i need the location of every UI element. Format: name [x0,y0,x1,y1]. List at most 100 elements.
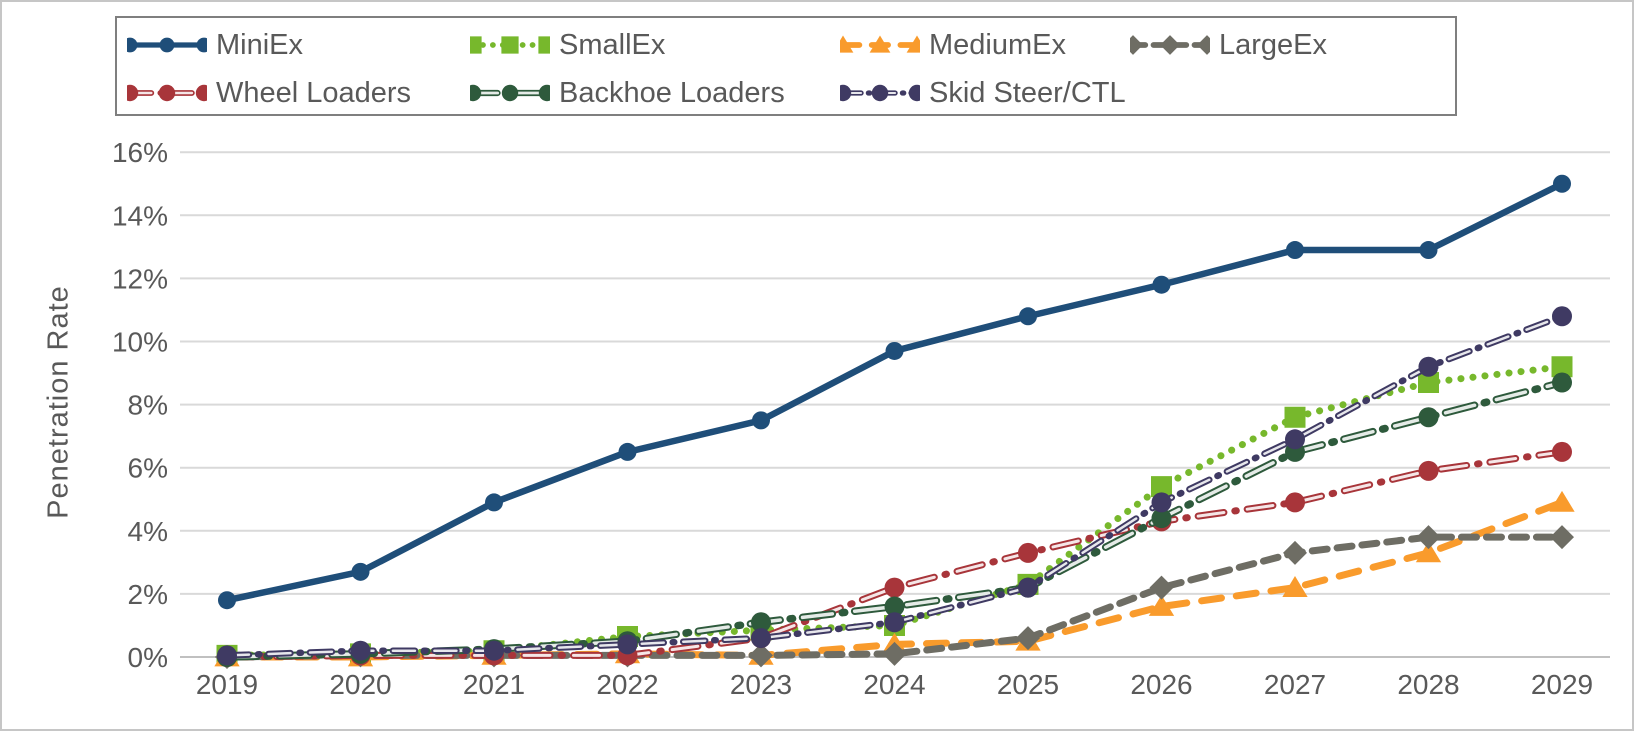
series-marker [884,577,905,598]
y-tick-label: 4% [128,516,168,547]
series-marker [1019,307,1037,326]
series-marker [884,612,905,633]
series-marker [196,37,207,53]
x-tick-label: 2026 [1130,669,1192,700]
series-marker [127,37,138,53]
series-marker [501,84,519,102]
series-marker [885,341,904,360]
x-tick-label: 2024 [863,669,925,700]
series-marker [1552,441,1572,462]
series-marker [906,35,920,53]
series-marker [1018,577,1038,598]
series-marker [1418,372,1439,394]
y-axis-title: Penetration Rate [42,285,75,519]
series-marker [749,643,773,668]
legend-swatch [470,36,550,54]
y-tick-label: 16% [112,137,168,168]
y-tick-label: 14% [112,200,168,231]
series-marker [840,84,852,102]
legend-label: Skid Steer/CTL [929,76,1126,109]
series-marker [217,645,237,666]
x-tick-label: 2019 [196,669,258,700]
series-marker [1550,525,1574,550]
legend-label: MiniEx [216,28,304,61]
y-tick-label: 8% [128,390,168,421]
legend-label: SmallEx [559,28,666,61]
series-marker [1284,406,1306,428]
x-tick-label: 2022 [596,669,658,700]
chart-legend: MiniEx SmallEx MediumEx LargeEx Wheel Loader… [115,16,1457,116]
series-marker [350,640,371,661]
series-marker [1283,540,1307,565]
legend-item-smallex: SmallEx [470,26,665,64]
series-line-miniex [226,180,1564,604]
series-marker [1552,372,1572,393]
series-marker [1285,429,1305,450]
legend-label: Wheel Loaders [216,76,412,109]
series-marker [1415,541,1442,563]
series-marker [1016,626,1040,651]
legend-item-backhoe-loaders: Backhoe Loaders [470,74,785,112]
series-marker [470,84,482,102]
series-marker [1130,35,1143,55]
series-marker [1149,575,1174,600]
series-marker [159,37,175,53]
series-marker [501,36,519,54]
series-marker [485,493,503,512]
series-marker [538,84,550,102]
legend-swatch [127,84,207,102]
series-marker [752,411,770,430]
legend-swatch [1130,35,1210,55]
series-marker [1416,525,1441,550]
y-tick-label: 0% [128,642,168,673]
series-marker [1160,35,1180,55]
series-marker [871,84,889,102]
series-marker [1418,407,1439,428]
y-tick-label: 2% [128,579,168,610]
series-marker [1418,356,1439,377]
series-marker [1553,174,1571,193]
series-marker [840,35,854,53]
legend-swatch [840,35,920,53]
x-tick-label: 2028 [1397,669,1459,700]
series-marker [869,35,891,53]
legend-item-largeex: LargeEx [1130,26,1327,64]
series-marker [1549,490,1575,512]
series-marker [158,84,176,102]
legend-label: LargeEx [1219,28,1328,61]
y-tick-label: 12% [112,263,168,294]
series-marker [1419,241,1438,260]
series-marker [218,591,236,610]
series-line-wheel-loaders [225,450,1564,659]
x-tick-label: 2027 [1264,669,1326,700]
series-marker [195,84,207,102]
y-tick-label: 10% [112,327,168,358]
x-tick-label: 2025 [997,669,1059,700]
legend-swatch [470,84,550,102]
series-marker [1151,492,1172,513]
legend-label: MediumEx [929,28,1066,61]
x-tick-label: 2023 [730,669,792,700]
series-marker [1552,306,1572,327]
legend-item-skid-steer-ctl: Skid Steer/CTL [840,74,1126,112]
series-marker [1151,508,1172,529]
series-marker [1285,492,1305,513]
series-marker [1148,594,1175,616]
x-tick-label: 2021 [463,669,525,700]
series-marker [1418,460,1439,481]
legend-item-miniex: MiniEx [127,26,303,64]
series-marker [538,36,550,54]
series-marker [908,84,920,102]
series-marker [751,628,771,649]
series-marker [882,641,907,666]
series-marker [1151,476,1172,498]
legend-swatch [127,37,207,53]
series-marker [484,640,504,661]
legend-item-wheel-loaders: Wheel Loaders [127,74,411,112]
series-marker [351,562,370,581]
series-marker [470,36,482,54]
y-tick-label: 6% [128,453,168,484]
x-tick-label: 2020 [329,669,391,700]
